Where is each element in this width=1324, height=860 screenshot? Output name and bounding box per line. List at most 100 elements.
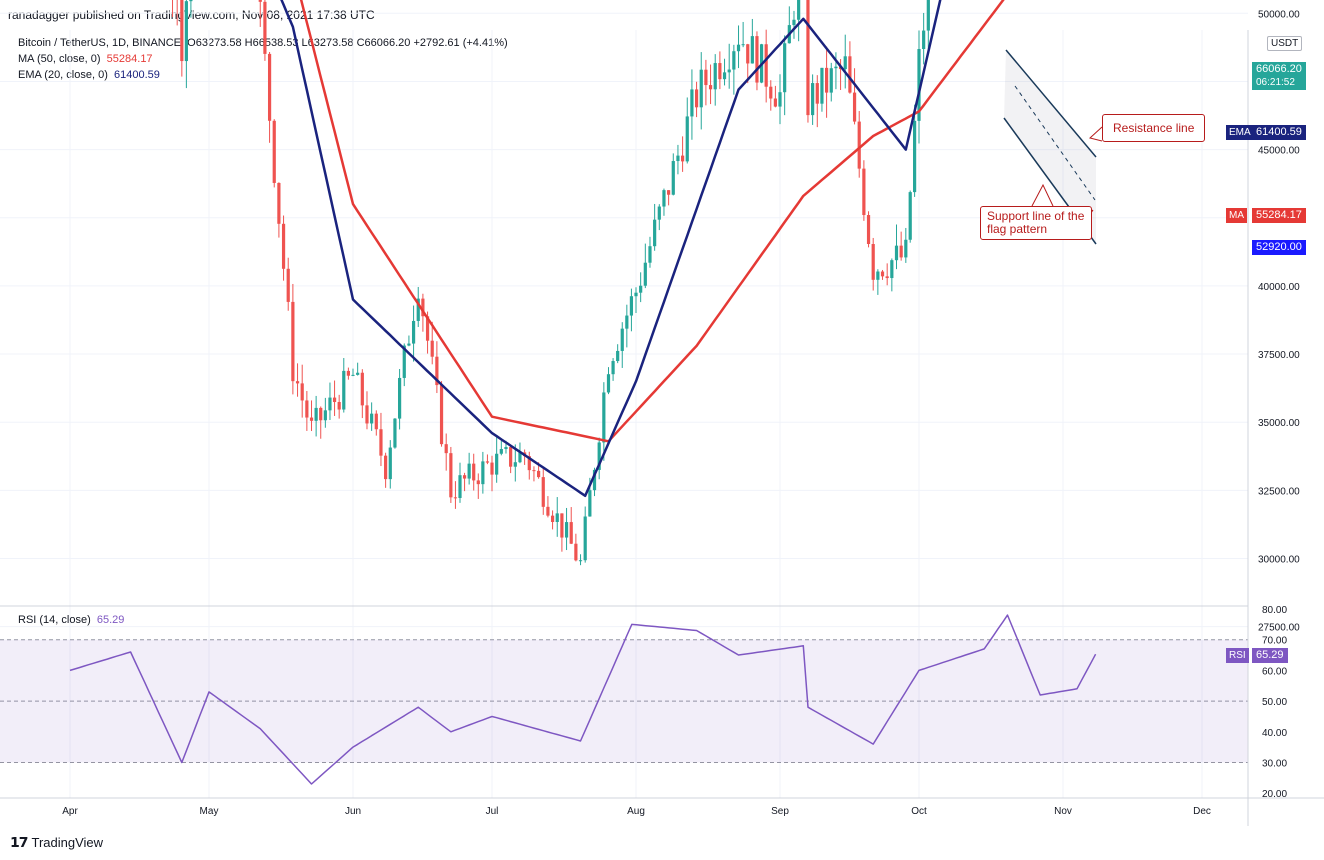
- candle-body: [546, 506, 550, 516]
- price-tick-label: 35000.00: [1258, 418, 1300, 429]
- ema-legend-value: 61400.59: [114, 69, 160, 81]
- candle-body: [472, 463, 476, 481]
- currency-badge[interactable]: USDT: [1267, 36, 1303, 51]
- last-price-value: 66066.20: [1256, 63, 1302, 75]
- ema-axis-label: EMA: [1226, 125, 1254, 140]
- candle-body: [379, 429, 383, 456]
- candle-body: [616, 350, 620, 362]
- candle-body: [272, 120, 276, 183]
- candle-body: [416, 298, 420, 321]
- candle-body: [657, 206, 661, 220]
- candle-body: [685, 116, 689, 162]
- ema-legend-label[interactable]: EMA (20, close, 0): [18, 69, 108, 81]
- candle-body: [885, 276, 889, 279]
- candle-body: [402, 345, 406, 378]
- candle-body: [625, 315, 629, 329]
- candle-body: [281, 223, 286, 269]
- candle-body: [894, 245, 899, 261]
- candle-body: [662, 190, 666, 207]
- candle-body: [337, 402, 341, 410]
- candle-body: [876, 271, 880, 280]
- candle-body: [783, 43, 787, 93]
- candle-body: [871, 244, 875, 280]
- rsi-tick-label: 50.00: [1262, 697, 1287, 708]
- time-tick-label: Jul: [486, 806, 499, 817]
- candle-body: [764, 44, 768, 87]
- candle-body: [346, 370, 350, 376]
- candle-body: [634, 292, 638, 297]
- ma-legend-label[interactable]: MA (50, close, 0): [18, 53, 101, 65]
- candle-body: [518, 452, 522, 463]
- candle-body: [820, 67, 824, 104]
- candle-body: [277, 182, 281, 224]
- rsi-tick-label: 20.00: [1262, 789, 1287, 800]
- candle-body: [537, 470, 541, 478]
- candle-body: [699, 69, 703, 108]
- candles: [172, 0, 930, 566]
- candle-body: [755, 36, 759, 83]
- support-callout[interactable]: Support line of the flag pattern: [980, 206, 1092, 240]
- candle-body: [398, 377, 402, 419]
- candle-body: [848, 56, 852, 93]
- ma-legend-value: 55284.17: [106, 53, 153, 65]
- rsi-tick-label: 80.00: [1262, 605, 1287, 616]
- candle-body: [435, 356, 439, 386]
- symbol-label[interactable]: Bitcoin / TetherUS, 1D, BINANCE: [18, 37, 182, 49]
- candle-body: [922, 30, 926, 50]
- ma-price-tag: 55284.17: [1252, 208, 1306, 223]
- candle-body: [890, 260, 894, 279]
- ma-line: [299, 0, 1005, 443]
- tradingview-logo[interactable]: 𝟭𝟳 TradingView: [10, 834, 103, 851]
- candle-body: [866, 215, 871, 245]
- candle-body: [407, 343, 411, 346]
- indicator-lines: [69, 0, 1097, 785]
- rsi-legend: RSI (14, close) 65.29: [18, 614, 124, 626]
- candle-body: [490, 462, 494, 475]
- candle-body: [862, 168, 866, 216]
- candle-body: [629, 296, 634, 316]
- candle-body: [611, 361, 615, 375]
- bar-countdown: 06:21:52: [1256, 77, 1295, 88]
- time-tick-label: Sep: [771, 806, 789, 817]
- candle-body: [300, 383, 304, 401]
- price-tick-label: 50000.00: [1258, 9, 1300, 20]
- candle-body: [356, 372, 360, 375]
- candle-body: [295, 381, 300, 384]
- candle-body: [904, 239, 908, 258]
- candle-body: [453, 497, 458, 499]
- candle-body: [509, 447, 513, 467]
- candle-body: [806, 0, 810, 116]
- candle-body: [811, 83, 815, 116]
- rsi-tick-label: 60.00: [1262, 666, 1287, 677]
- price-tick-label: 45000.00: [1258, 146, 1300, 157]
- time-tick-label: May: [200, 806, 219, 817]
- time-tick-label: Aug: [627, 806, 645, 817]
- candle-body: [750, 36, 754, 64]
- candle-body: [309, 417, 314, 421]
- candle-body: [746, 44, 750, 64]
- candle-body: [694, 89, 699, 108]
- candle-body: [439, 385, 444, 445]
- candle-body: [620, 328, 624, 351]
- resistance-callout[interactable]: Resistance line: [1102, 114, 1206, 142]
- candle-body: [602, 392, 606, 443]
- rsi-legend-label[interactable]: RSI (14, close): [18, 614, 91, 626]
- candle-body: [258, 0, 262, 2]
- candle-body: [495, 453, 499, 475]
- candle-body: [908, 192, 912, 240]
- candle-body: [583, 516, 587, 561]
- candle-body: [467, 463, 471, 479]
- candle-body: [899, 245, 903, 258]
- ma-axis-label: MA: [1226, 208, 1247, 223]
- candle-body: [504, 447, 508, 450]
- candle-body: [773, 98, 777, 107]
- candle-body: [578, 560, 583, 562]
- candle-body: [189, 0, 193, 2]
- rsi-tick-label: 70.00: [1262, 636, 1287, 647]
- tradingview-logo-text: TradingView: [31, 835, 104, 850]
- candle-body: [513, 462, 517, 467]
- candle-body: [829, 68, 833, 93]
- rsi-axis-label: RSI: [1226, 648, 1249, 663]
- candle-body: [574, 543, 578, 561]
